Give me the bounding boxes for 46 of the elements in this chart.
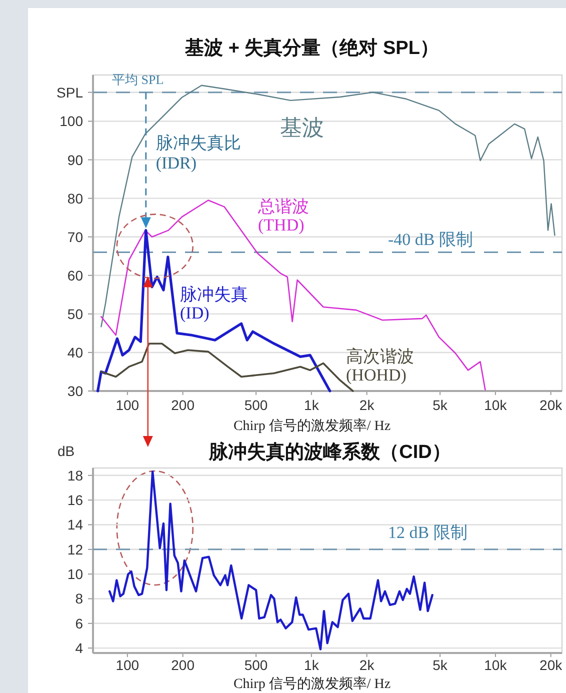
x-tick-label: 500 xyxy=(244,397,268,413)
x-tick-label: 20k xyxy=(540,657,564,673)
x-tick-label: 10k xyxy=(484,657,508,673)
x-axis-title: Chirp 信号的激发频率/ Hz xyxy=(233,676,391,692)
annotation: 脉冲失真比 (IDR) xyxy=(156,133,241,172)
y-tick-label: 30 xyxy=(67,383,84,399)
ref-line-label: 12 dB 限制 xyxy=(388,523,468,542)
y-tick-label: 14 xyxy=(67,516,84,533)
y-tick-label: 8 xyxy=(75,590,84,607)
y-tick-label: 80 xyxy=(67,190,84,206)
x-tick-label: 5k xyxy=(432,397,448,413)
y-tick-label: 100 xyxy=(60,113,84,130)
y-axis-title: dB xyxy=(57,443,75,459)
y-tick-label: 60 xyxy=(67,267,84,284)
y-tick-label: 50 xyxy=(67,306,84,322)
chart-title: 脉冲失真的波峰系数（CID） xyxy=(208,441,451,463)
x-tick-label: 2k xyxy=(359,657,376,673)
chart-title: 基波 + 失真分量（绝对 SPL） xyxy=(184,37,439,59)
x-tick-label: 500 xyxy=(244,657,268,673)
ref-line-label: 平均 SPL xyxy=(112,72,164,87)
y-tick-label: 4 xyxy=(75,640,84,656)
series-label: 基波 xyxy=(280,115,324,140)
series-label: 脉冲失真 (ID) xyxy=(180,285,248,323)
x-tick-label: 200 xyxy=(171,397,195,413)
ref-line-label: -40 dB 限制 xyxy=(388,230,473,249)
x-tick-label: 1k xyxy=(304,397,320,413)
y-tick-label: 90 xyxy=(67,152,84,168)
y-tick-label: 40 xyxy=(67,344,84,360)
series-label: 总谐波 (THD) xyxy=(257,197,309,235)
y-tick-label: SPL xyxy=(56,84,84,100)
x-tick-label: 200 xyxy=(171,657,195,673)
x-tick-label: 10k xyxy=(484,397,508,413)
y-tick-label: 18 xyxy=(67,467,84,484)
x-tick-label: 5k xyxy=(432,657,448,673)
y-tick-label: 6 xyxy=(75,615,84,632)
series-label: 高次谐波 (HOHD) xyxy=(346,347,414,385)
x-tick-label: 100 xyxy=(116,657,140,673)
x-tick-label: 20k xyxy=(540,397,564,413)
x-axis-title: Chirp 信号的激发频率/ Hz xyxy=(233,418,391,434)
x-tick-label: 2k xyxy=(359,397,376,413)
y-tick-label: 10 xyxy=(67,566,84,582)
y-tick-label: 12 xyxy=(67,541,84,558)
x-tick-label: 100 xyxy=(116,397,140,413)
y-tick-label: 16 xyxy=(67,492,84,508)
x-tick-label: 1k xyxy=(304,657,320,673)
y-tick-label: 70 xyxy=(67,228,84,245)
